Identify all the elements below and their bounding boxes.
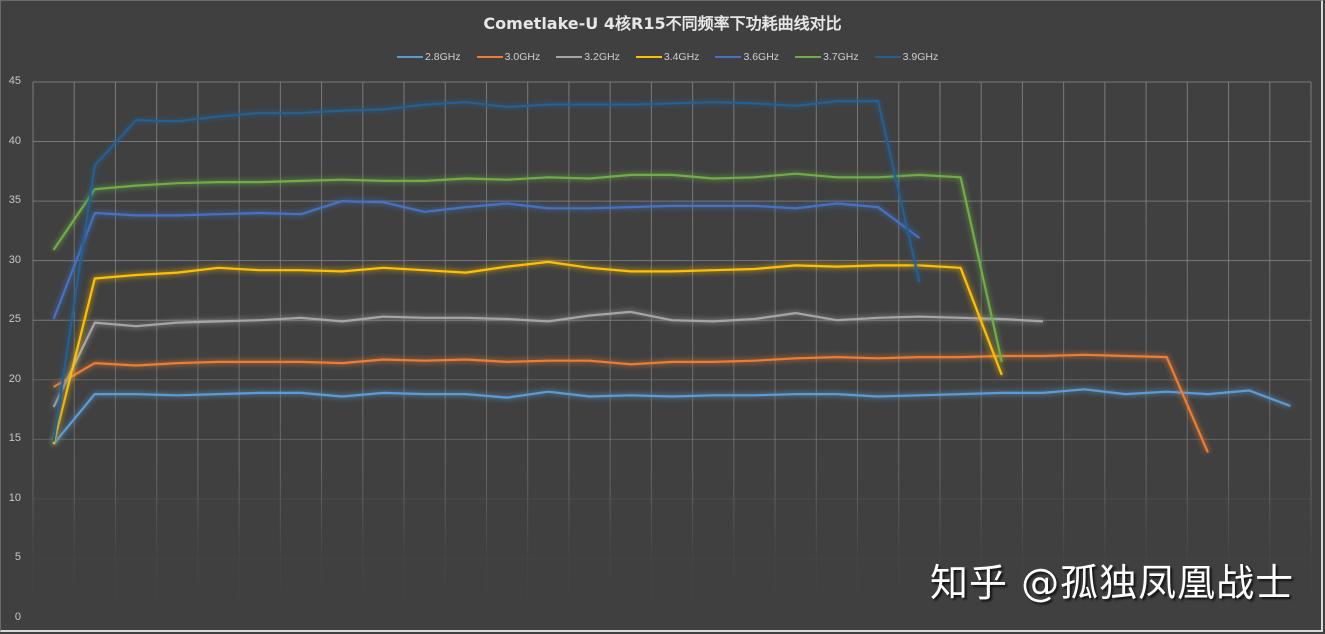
y-tick-label: 25	[8, 313, 21, 326]
gridlines	[32, 81, 1312, 618]
legend-label: 3.7GHz	[823, 51, 859, 63]
legend-label: 2.8GHz	[425, 51, 461, 63]
chart-legend: 2.8GHz 3.0GHz 3.2GHz 3.4GHz 3.6GHz 3.7GH…	[397, 49, 954, 65]
legend-line-icon	[635, 56, 662, 58]
series-line-3-2ghz	[52, 310, 1044, 408]
y-tick-label: 5	[14, 551, 21, 564]
y-tick-label: 0	[14, 611, 21, 623]
watermark: 知乎 @孤独凤凰战士	[930, 561, 1295, 605]
series-line-3-9ghz	[52, 99, 921, 442]
y-tick-label: 45	[8, 75, 21, 87]
legend-item-3-0ghz[interactable]: 3.0GHz	[476, 51, 541, 63]
series-line-3-4ghz	[52, 260, 1003, 445]
y-tick-label: 35	[8, 194, 21, 207]
legend-item-3-9ghz[interactable]: 3.9GHz	[874, 51, 939, 63]
y-tick-label: 30	[8, 253, 21, 266]
y-tick-label: 40	[8, 134, 21, 147]
legend-item-3-4ghz[interactable]: 3.4GHz	[635, 51, 700, 63]
y-tick-label: 15	[8, 432, 21, 445]
legend-label: 3.9GHz	[902, 51, 939, 63]
legend-label: 3.2GHz	[584, 51, 620, 63]
legend-line-icon	[874, 56, 901, 58]
legend-label: 3.0GHz	[504, 51, 541, 63]
legend-line-icon	[476, 56, 503, 58]
chart-title: Cometlake-U 4核R15不同频率下功耗曲线对比	[483, 14, 842, 33]
y-tick-label: 10	[8, 491, 21, 504]
legend-label: 3.6GHz	[743, 51, 780, 63]
legend-label: 3.4GHz	[663, 51, 700, 63]
legend-line-icon	[795, 56, 822, 58]
legend-line-icon	[397, 56, 423, 58]
legend-item-3-6ghz[interactable]: 3.6GHz	[715, 51, 779, 63]
legend-line-icon	[556, 56, 583, 58]
series-line-3-6ghz	[52, 200, 921, 320]
series-line-3-0ghz	[53, 353, 1209, 453]
y-tick-label: 20	[8, 372, 21, 385]
series-line-2-8ghz	[52, 388, 1291, 445]
legend-line-icon	[715, 56, 742, 58]
series-lines	[52, 99, 1291, 453]
legend-item-2-8ghz[interactable]: 2.8GHz	[397, 51, 461, 63]
legend-item-3-2ghz[interactable]: 3.2GHz	[556, 51, 620, 63]
series-line-3-7ghz	[52, 172, 1003, 363]
legend-item-3-7ghz[interactable]: 3.7GHz	[795, 51, 859, 63]
